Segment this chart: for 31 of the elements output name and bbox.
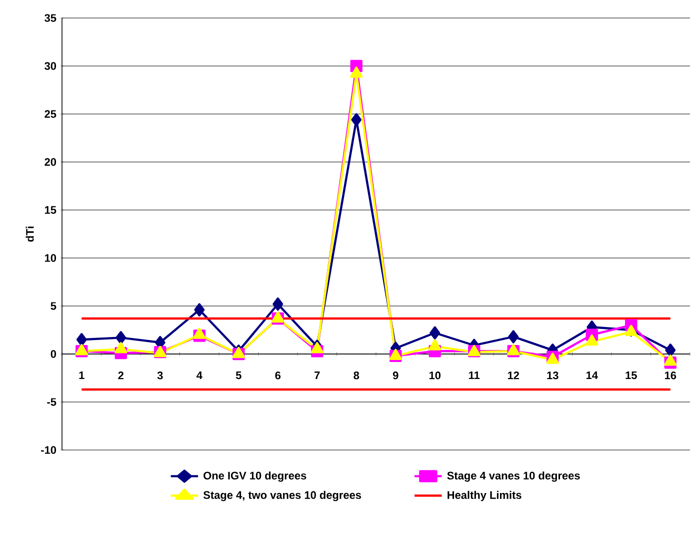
x-tick-label: 7 bbox=[314, 372, 320, 380]
legend-label: One IGV 10 degrees bbox=[204, 471, 306, 482]
legend-label: Healthy Limits bbox=[448, 490, 522, 502]
x-tick-label: 11 bbox=[469, 372, 480, 380]
x-tick-label: 8 bbox=[354, 372, 360, 380]
y-tick-label: 30 bbox=[44, 62, 56, 70]
y-tick-label: 25 bbox=[44, 110, 56, 118]
x-tick-label: 6 bbox=[275, 372, 281, 380]
x-tick-label: 4 bbox=[196, 372, 202, 380]
x-tick-label: 3 bbox=[157, 372, 163, 380]
x-tick-label: 16 bbox=[664, 372, 676, 380]
x-tick-label: 1 bbox=[79, 372, 84, 380]
y-tick-label: 5 bbox=[50, 302, 56, 310]
x-tick-label: 13 bbox=[547, 372, 558, 380]
x-tick-label: 12 bbox=[508, 372, 520, 380]
x-tick-label: 15 bbox=[626, 372, 637, 380]
y-tick-label: 15 bbox=[44, 206, 56, 214]
y-axis-title: dTi bbox=[26, 226, 34, 242]
x-tick-label: 5 bbox=[236, 372, 242, 380]
y-tick-label: 20 bbox=[44, 158, 56, 166]
x-tick-label: 9 bbox=[392, 372, 398, 380]
x-tick-label: 10 bbox=[429, 372, 441, 380]
legend-label: Stage 4, two vanes 10 degrees bbox=[203, 490, 362, 502]
x-tick-label: 14 bbox=[586, 372, 598, 380]
x-tick-label: 2 bbox=[118, 372, 124, 380]
legend-label: Stage 4 vanes 10 degrees bbox=[447, 471, 580, 482]
y-tick-label: 35 bbox=[44, 14, 56, 22]
y-tick-label: -5 bbox=[47, 398, 56, 406]
y-tick-label: -10 bbox=[41, 446, 56, 454]
y-tick-label: 0 bbox=[50, 350, 56, 358]
y-tick-label: 10 bbox=[44, 254, 56, 262]
